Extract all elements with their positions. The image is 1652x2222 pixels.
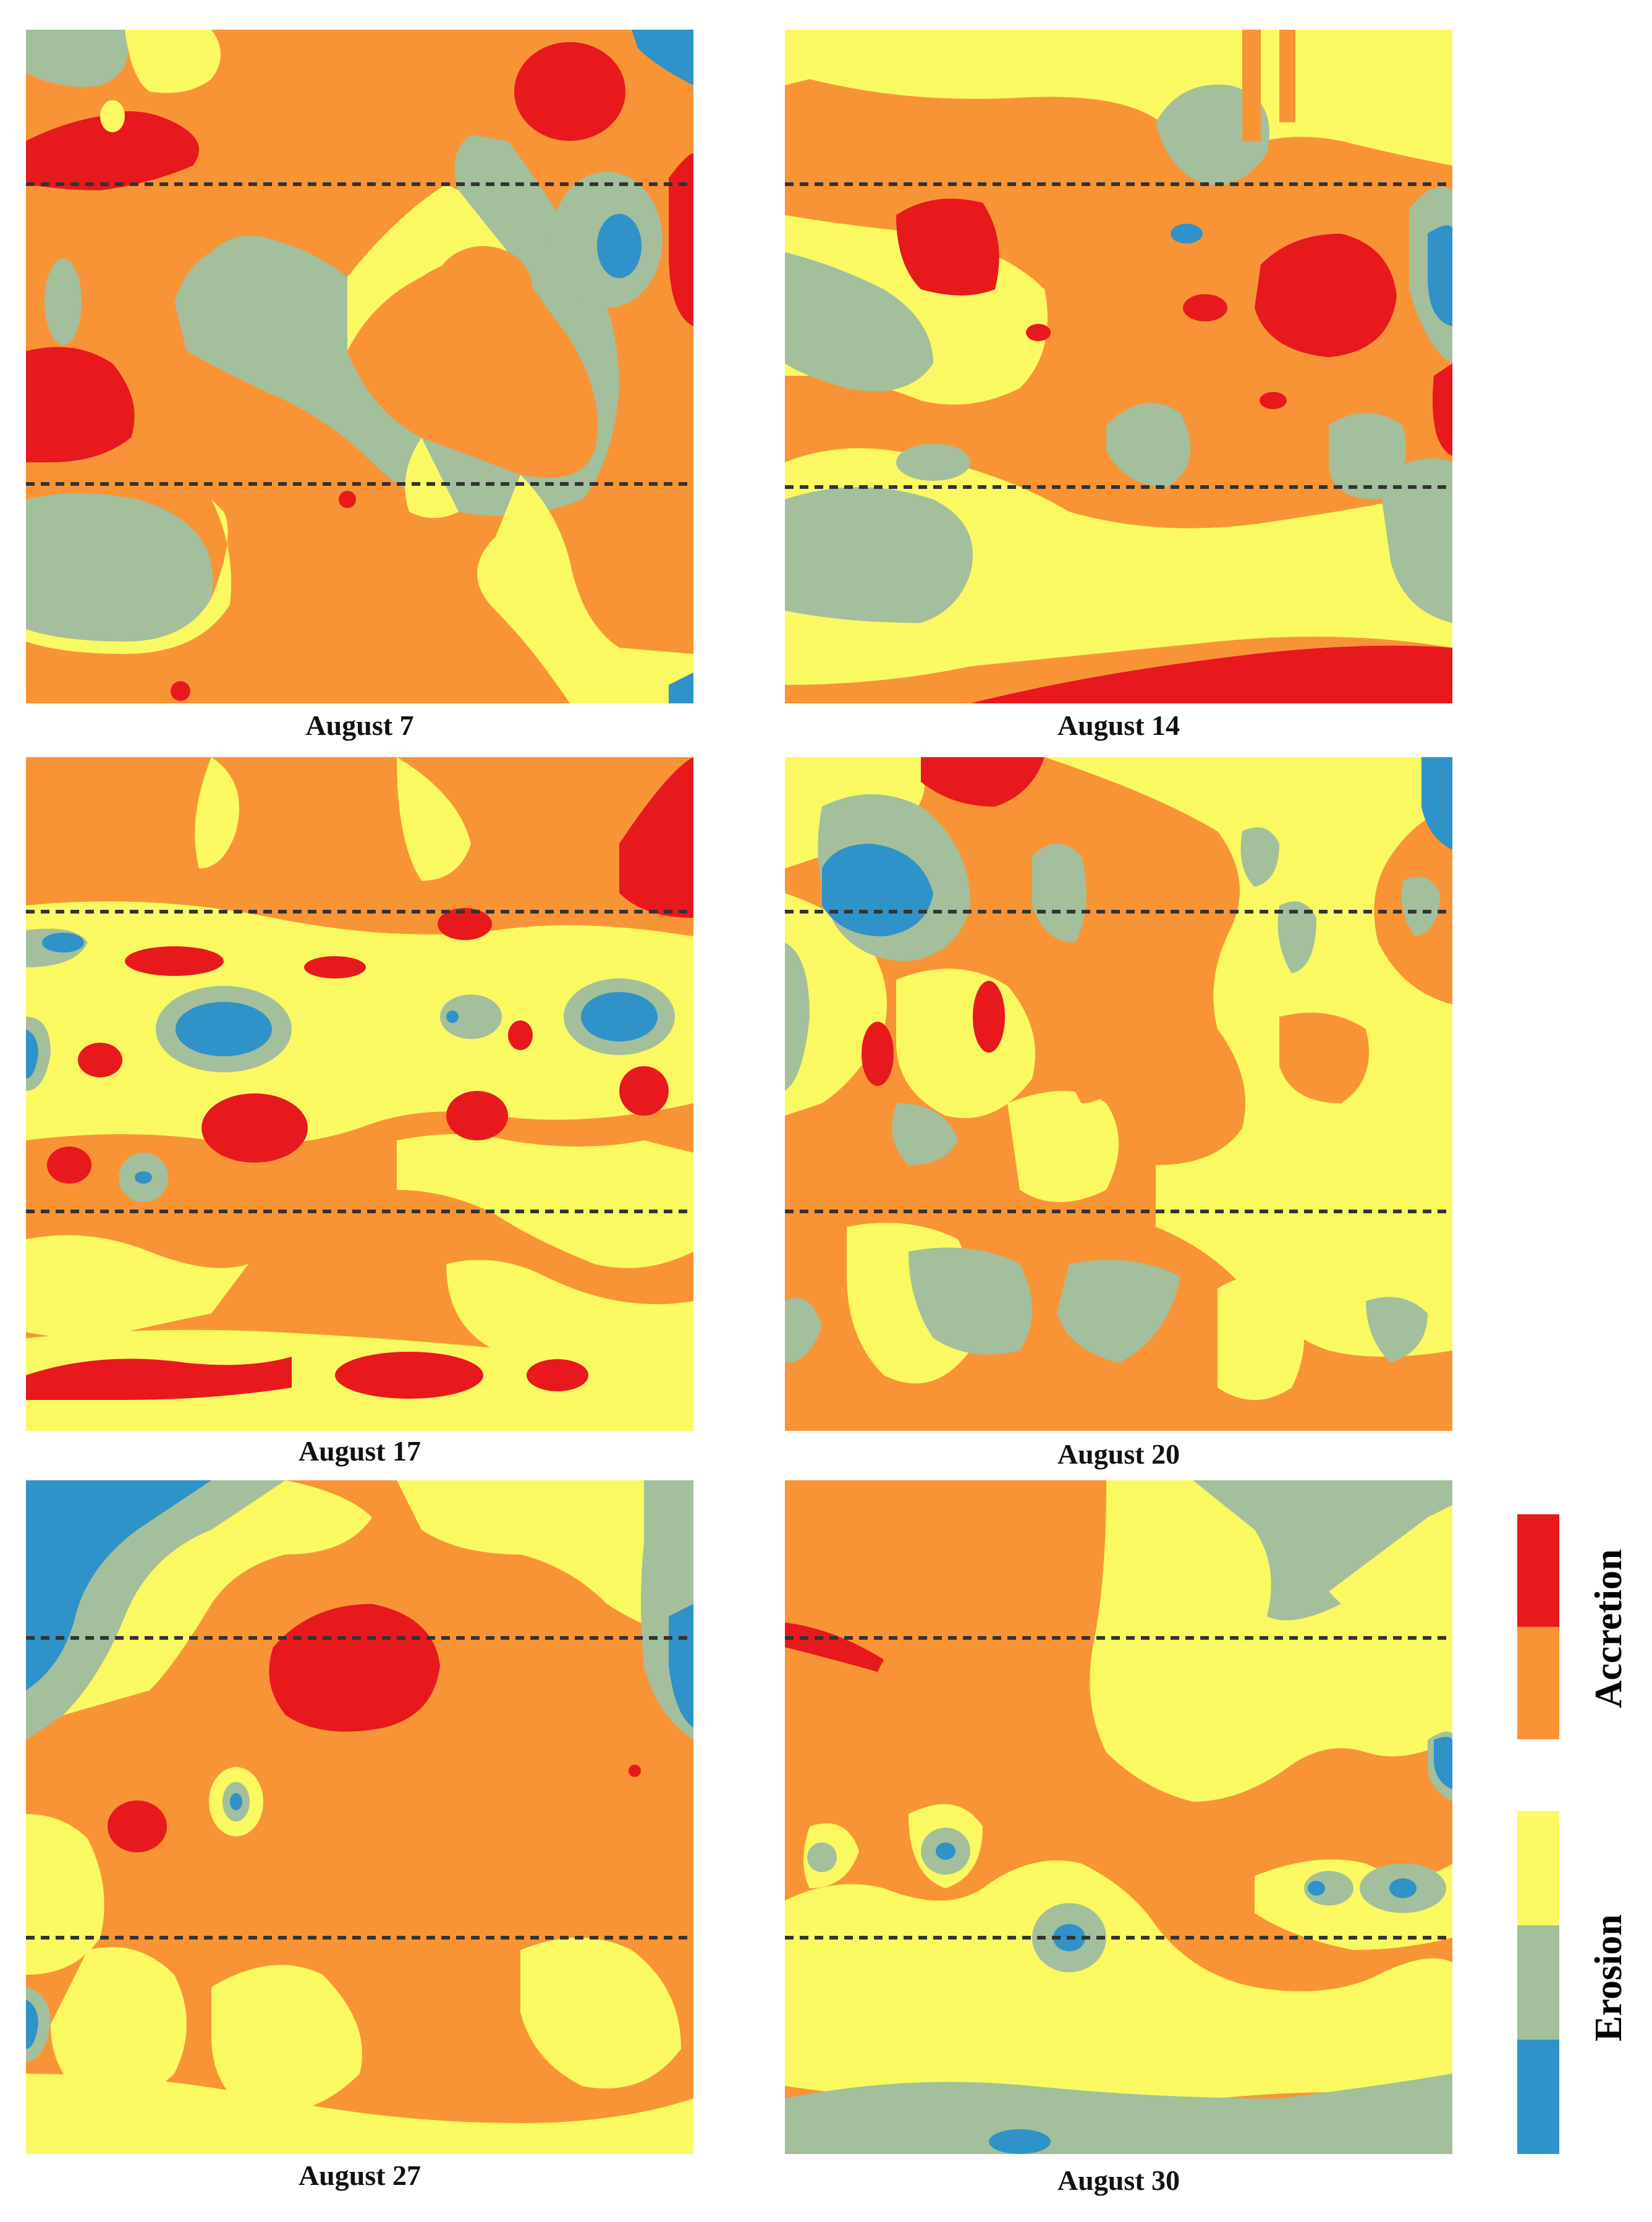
caption-aug7: August 7 [305,710,414,741]
map-aug14 [785,30,1452,703]
legend-swatch-strong-erosion [1517,2040,1559,2154]
map-panel-aug30 [785,1480,1452,2154]
map-panel-aug27 [26,1480,693,2154]
legend-swatch-strong-accretion [1517,1514,1559,1627]
map-panel-aug14 [785,30,1452,703]
legend-label-accretion: Accretion [1588,1549,1630,1708]
caption-aug30: August 30 [1057,2165,1180,2196]
legend-label-erosion: Erosion [1588,1914,1630,2042]
caption-aug14: August 14 [1057,710,1180,741]
legend-swatch-light-erosion [1517,1811,1559,1925]
caption-aug27: August 27 [298,2160,421,2191]
legend-swatch-accretion [1517,1627,1559,1739]
map-aug7 [26,30,693,703]
map-panel-aug17 [26,757,693,1431]
map-panel-aug7 [26,30,693,703]
map-aug20 [785,757,1452,1431]
map-aug17 [26,757,693,1431]
legend-swatch-erosion [1517,1925,1559,2040]
caption-aug17: August 17 [298,1435,421,1467]
map-aug27 [26,1480,693,2154]
map-aug30 [785,1480,1452,2154]
caption-aug20: August 20 [1057,1438,1180,1470]
map-panel-aug20 [785,757,1452,1431]
